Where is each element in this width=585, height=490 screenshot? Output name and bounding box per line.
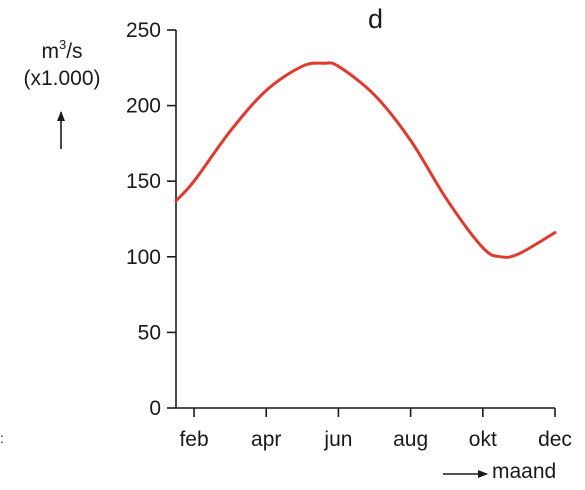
series-line [174,61,557,259]
y-axis-unit-line2: (x1.000) [23,67,101,90]
y-tick-label: 200 [126,95,161,118]
y-tick-label: 150 [126,170,161,193]
edge-mark: : [0,430,4,446]
y-tick-label: 50 [138,321,161,344]
y-tick-label: 250 [126,19,161,42]
x-tick-label: apr [251,428,281,451]
y-axis-ticks: 0 50 100 150 200 250 [126,19,176,420]
unit-rest: /s [66,40,83,63]
y-tick-label: 0 [149,397,161,420]
axes [175,30,555,409]
x-tick-label: okt [469,428,497,451]
x-tick-label: aug [393,428,428,451]
y-axis-unit-label: m3/s (x1.000) [6,38,118,92]
series-layer [174,61,557,259]
x-axis-ticks: feb apr jun aug okt dec [179,408,572,451]
y-tick-label: 100 [126,246,161,269]
x-tick-label: jun [323,428,352,451]
unit-exponent: 3 [58,37,67,52]
panel-label: d [368,4,384,34]
unit-base: m [41,40,59,63]
x-tick-label: dec [538,428,572,451]
y-axis-unit-line1: m3/s [6,38,118,65]
x-tick-label: feb [179,428,208,451]
x-axis-title: maand [492,460,557,483]
